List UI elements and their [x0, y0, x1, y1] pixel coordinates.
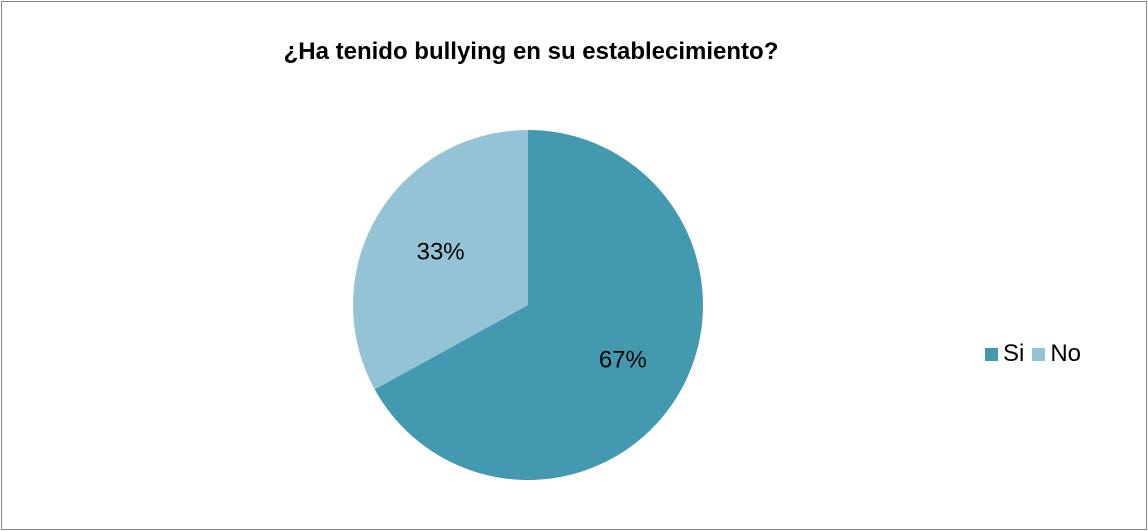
- legend-label-no: No: [1050, 340, 1082, 367]
- legend-label-si: Si: [1003, 340, 1025, 367]
- legend-swatch-no: [1032, 347, 1046, 361]
- pie-slices: [353, 130, 703, 481]
- pie-slice-no: [353, 130, 528, 390]
- legend-item-no: No: [1032, 342, 1081, 366]
- data-label-si: 67%: [599, 346, 647, 373]
- legend: Si No: [985, 342, 1089, 366]
- chart-title: ¿Ha tenido bullying en su establecimient…: [283, 38, 779, 65]
- pie-data-labels: 67% 33%: [417, 239, 647, 374]
- pie-slice-si: [374, 130, 703, 481]
- legend-swatch-si: [985, 347, 998, 361]
- legend-item-si: Si: [985, 342, 1024, 366]
- data-label-no: 33%: [417, 239, 465, 266]
